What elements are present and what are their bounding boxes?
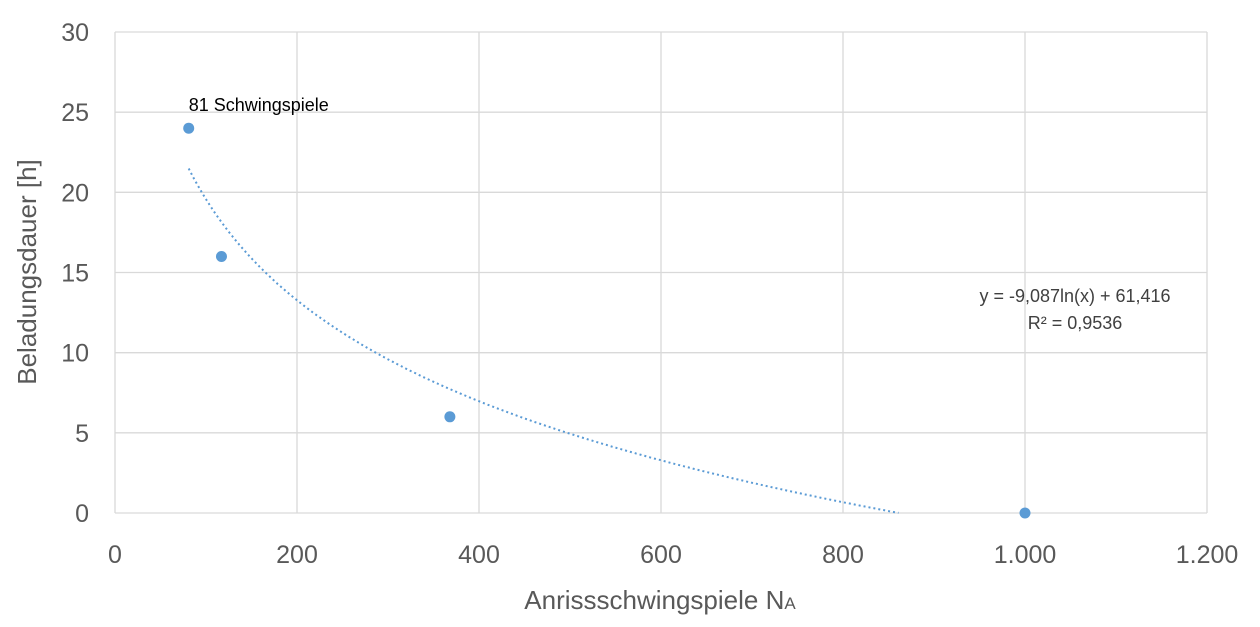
y-tick-label: 15 xyxy=(61,260,89,288)
grid-lines xyxy=(114,31,1208,514)
x-axis-title-main: Anrissschwingspiele N xyxy=(524,585,784,615)
y-tick-label: 10 xyxy=(61,340,89,368)
data-label: 81 Schwingspiele xyxy=(189,95,329,115)
x-tick-label: 0 xyxy=(108,541,122,569)
y-tick-label: 5 xyxy=(75,420,89,448)
x-tick-label: 1.000 xyxy=(994,541,1057,569)
data-point xyxy=(183,122,195,134)
y-tick-label: 0 xyxy=(75,500,89,528)
x-tick-label: 1.200 xyxy=(1176,541,1239,569)
trendline xyxy=(187,168,899,514)
trendline-r-squared: R² = 0,9536 xyxy=(1028,313,1123,333)
y-tick-label: 20 xyxy=(61,179,89,207)
data-point xyxy=(1019,507,1031,519)
x-tick-label: 800 xyxy=(822,541,864,569)
y-tick-label: 25 xyxy=(61,99,89,127)
x-axis-title: Anrissschwingspiele NA xyxy=(524,585,796,615)
x-tick-labels: 0 200 400 600 800 1.000 1.200 xyxy=(108,541,1238,569)
data-labels: 81 Schwingspiele xyxy=(189,95,329,115)
data-point xyxy=(444,411,456,423)
y-tick-labels: 0 5 10 15 20 25 30 xyxy=(61,19,89,528)
x-tick-label: 200 xyxy=(276,541,318,569)
data-points xyxy=(183,122,1031,519)
trendline-equation: y = -9,087ln(x) + 61,416 xyxy=(979,286,1170,306)
y-axis-title: Beladungsdauer [h] xyxy=(12,159,42,385)
y-tick-label: 30 xyxy=(61,19,89,47)
data-point xyxy=(215,250,227,262)
x-tick-label: 600 xyxy=(640,541,682,569)
x-tick-label: 400 xyxy=(458,541,500,569)
x-axis-title-subscript: A xyxy=(784,594,796,613)
